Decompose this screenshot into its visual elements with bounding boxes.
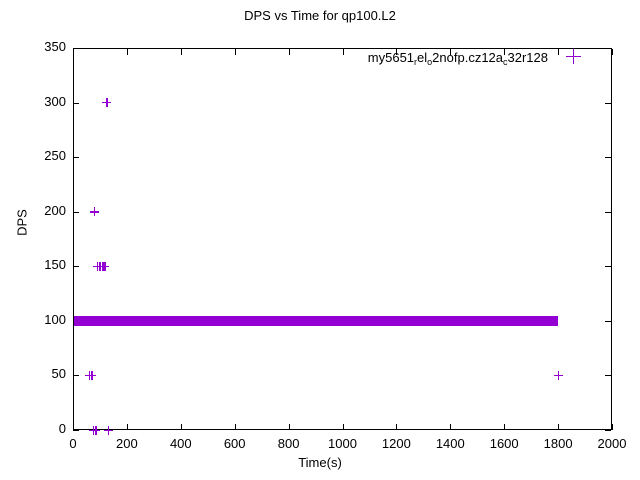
legend-marker-icon <box>566 49 581 64</box>
y-tick-mark <box>605 48 611 49</box>
x-tick-mark <box>126 49 128 55</box>
x-tick-label: 400 <box>169 436 192 451</box>
x-tick-mark <box>234 49 236 55</box>
x-tick-mark <box>73 424 74 430</box>
x-tick-mark <box>396 49 398 55</box>
x-tick-label: 1000 <box>328 436 357 451</box>
y-tick-mark <box>73 375 79 377</box>
y-tick-mark <box>73 102 79 104</box>
x-tick-label: 1400 <box>435 436 465 451</box>
y-tick-mark <box>73 211 79 213</box>
y-tick-label: 300 <box>44 93 66 109</box>
x-tick-mark <box>450 49 452 55</box>
y-tick-mark <box>605 211 611 213</box>
y-tick-label: 100 <box>44 311 66 327</box>
y-tick-label: 0 <box>58 421 66 436</box>
x-tick-mark <box>504 49 506 55</box>
data-point-cluster <box>74 315 559 326</box>
y-tick-mark <box>73 266 79 268</box>
x-axis-label: Time(s) <box>298 455 342 470</box>
x-tick-mark <box>450 424 452 430</box>
x-tick-mark <box>342 49 344 55</box>
y-tick-label: 250 <box>44 148 66 164</box>
x-tick-label: 1200 <box>381 436 411 451</box>
y-tick-label: 200 <box>44 202 66 218</box>
x-tick-label: 0 <box>69 436 77 451</box>
x-tick-mark <box>612 49 613 55</box>
y-tick-mark <box>605 102 611 104</box>
y-tick-mark <box>605 375 611 377</box>
y-tick-mark <box>73 157 79 159</box>
x-tick-label: 200 <box>116 436 138 451</box>
x-tick-mark <box>288 424 290 430</box>
x-tick-label: 1800 <box>543 436 573 451</box>
y-tick-label: 50 <box>51 366 66 382</box>
legend-entry-label: my5651relo2nofp.cz12ac32r128 <box>367 50 548 67</box>
x-tick-mark <box>288 49 290 55</box>
x-tick-mark <box>180 424 182 430</box>
x-tick-label: 800 <box>277 436 300 451</box>
y-tick-mark <box>605 320 611 322</box>
y-tick-mark <box>605 157 611 159</box>
y-axis-label: DPS <box>14 209 30 236</box>
x-tick-mark <box>73 49 74 55</box>
y-tick-label: 150 <box>44 257 66 273</box>
plot-area <box>73 48 612 430</box>
x-tick-label: 1600 <box>489 436 519 451</box>
x-tick-label: 2000 <box>597 436 627 451</box>
y-tick-mark <box>605 266 611 268</box>
y-tick-label: 350 <box>44 39 66 54</box>
y-tick-mark <box>73 48 79 49</box>
x-tick-mark <box>396 424 398 430</box>
x-tick-mark <box>342 424 344 430</box>
x-tick-mark <box>126 424 128 430</box>
x-tick-label: 600 <box>223 436 246 451</box>
x-tick-mark <box>504 424 506 430</box>
y-tick-mark <box>73 430 79 431</box>
x-tick-mark <box>558 49 560 55</box>
x-tick-mark <box>612 424 613 430</box>
chart-title: DPS vs Time for qp100.L2 <box>244 8 396 23</box>
x-tick-mark <box>234 424 236 430</box>
x-tick-mark <box>180 49 182 55</box>
x-tick-mark <box>558 424 560 430</box>
y-tick-mark <box>605 430 611 431</box>
